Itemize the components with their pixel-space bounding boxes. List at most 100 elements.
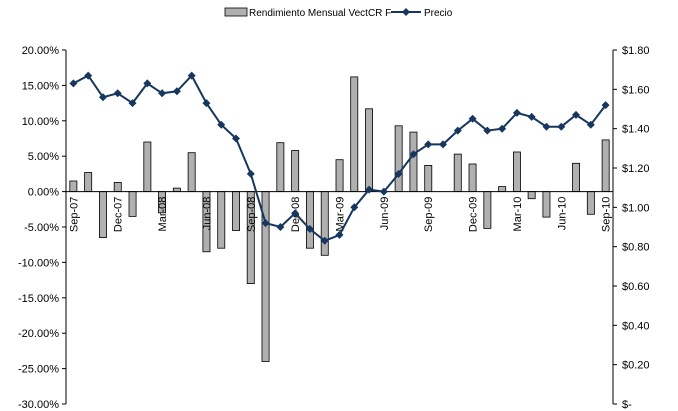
price-marker-Jan-08: [128, 99, 137, 108]
left-tick-label: -5.00%: [24, 222, 59, 234]
right-tick-label: $1.40: [622, 124, 650, 136]
price-marker-Oct-08: [261, 219, 270, 228]
price-marker-Mar-09: [335, 230, 344, 239]
right-tick-label: $0.80: [622, 242, 650, 254]
right-tick-label: $0.20: [622, 360, 650, 372]
bar-Mar-09: [335, 159, 344, 192]
category-label: Sep-09: [423, 197, 435, 232]
bar-Nov-09: [453, 153, 462, 193]
bar-Apr-08: [172, 187, 181, 193]
bar-Aug-10: [586, 191, 595, 215]
bar-Feb-09: [320, 191, 329, 256]
price-line-layer: [69, 71, 610, 245]
legend-bar-swatch: [224, 7, 248, 17]
price-marker-Nov-09: [453, 126, 462, 135]
bar-Mar-10: [513, 151, 521, 192]
price-marker-Jul-10: [572, 110, 580, 119]
category-label: Dec-09: [468, 197, 480, 232]
left-tick-label: 5.00%: [28, 151, 59, 163]
price-marker-Feb-09: [320, 236, 329, 245]
left-tick-label: 10.00%: [22, 116, 60, 128]
bar-Dec-08: [291, 150, 300, 192]
left-tick-label: -20.00%: [18, 328, 59, 340]
legend-bar-label: Rendimiento Mensual VectCR F: [249, 8, 391, 19]
bar-Sep-09: [424, 164, 433, 192]
left-tick-label: -25.00%: [18, 364, 59, 376]
price-marker-Mar-10: [512, 108, 521, 117]
bar-Dec-09: [468, 163, 477, 193]
bar-Jan-08: [128, 191, 137, 217]
bar-Jan-10: [483, 191, 492, 229]
category-label: Jun-10: [556, 197, 568, 231]
right-tick-label: $0.40: [622, 320, 650, 332]
price-marker-Sep-10: [601, 101, 610, 110]
right-tick-label: $1.00: [622, 202, 650, 214]
category-label: Mar-08: [157, 197, 169, 232]
bar-Jan-09: [305, 191, 314, 249]
category-label: Sep-07: [68, 197, 80, 232]
bar-Sep-10: [601, 139, 610, 192]
price-marker-Aug-08: [232, 134, 240, 143]
bar-Jul-10: [572, 162, 580, 193]
legend-line-label: Precio: [424, 8, 453, 19]
bar-Oct-07: [84, 172, 93, 193]
price-marker-Sep-09: [424, 140, 433, 149]
right-tick-label: $-: [622, 399, 632, 411]
bar-Nov-08: [276, 142, 285, 192]
price-marker-May-08: [187, 71, 196, 80]
price-marker-Apr-10: [527, 112, 536, 121]
price-marker-May-09: [365, 185, 374, 194]
price-marker-Nov-08: [276, 223, 285, 231]
bar-Feb-08: [143, 141, 152, 192]
price-marker-Jan-10: [483, 126, 492, 135]
price-marker-Dec-07: [113, 89, 122, 98]
price-marker-Oct-09: [439, 140, 447, 149]
price-marker-Jan-09: [305, 225, 314, 233]
bar-Apr-09: [350, 76, 359, 192]
price-marker-Jul-08: [217, 120, 226, 129]
category-label: Jun-08: [201, 197, 213, 231]
price-marker-Mar-08: [158, 89, 167, 98]
price-marker-Sep-07: [69, 79, 78, 88]
bar-Jul-09: [394, 125, 403, 193]
category-label: Sep-08: [246, 197, 258, 232]
price-marker-May-10: [542, 122, 551, 131]
bar-Jul-08: [217, 191, 226, 249]
price-marker-Apr-08: [172, 87, 181, 96]
price-marker-Jul-09: [394, 169, 403, 178]
price-marker-Oct-07: [84, 71, 93, 80]
bar-Nov-07: [99, 191, 107, 239]
bar-Aug-09: [409, 131, 418, 193]
bar-Aug-08: [232, 191, 240, 231]
left-tick-label: -30.00%: [18, 399, 59, 411]
category-label: Mar-09: [335, 197, 347, 232]
left-tick-label: -10.00%: [18, 257, 59, 269]
right-tick-label: $0.60: [622, 281, 650, 293]
bar-May-08: [187, 152, 196, 192]
price-marker-Jun-09: [379, 187, 388, 196]
category-label: Dec-07: [113, 197, 125, 232]
price-marker-Aug-09: [409, 150, 418, 159]
price-marker-Dec-08: [291, 209, 300, 218]
price-marker-Feb-10: [498, 124, 507, 133]
price-marker-Feb-08: [143, 79, 152, 88]
left-tick-label: 0.00%: [28, 187, 59, 199]
category-label: Sep-10: [601, 197, 613, 232]
price-marker-Dec-09: [468, 114, 477, 123]
price-marker-Nov-07: [99, 93, 107, 102]
left-tick-label: -15.00%: [18, 293, 59, 305]
legend-line-marker: [402, 8, 410, 16]
left-tick-label: 15.00%: [22, 80, 60, 92]
bars: [69, 76, 610, 362]
bar-Apr-10: [527, 191, 536, 200]
bar-May-09: [365, 108, 373, 193]
price-marker-Apr-09: [350, 203, 359, 212]
right-tick-label: $1.60: [622, 84, 650, 96]
price-marker-Jun-10: [557, 122, 566, 131]
bar-Feb-10: [498, 186, 507, 193]
right-tick-label: $1.20: [622, 163, 650, 175]
bar-Sep-07: [69, 180, 78, 193]
category-label: Jun-09: [379, 197, 391, 231]
price-marker-Jun-08: [202, 99, 211, 108]
